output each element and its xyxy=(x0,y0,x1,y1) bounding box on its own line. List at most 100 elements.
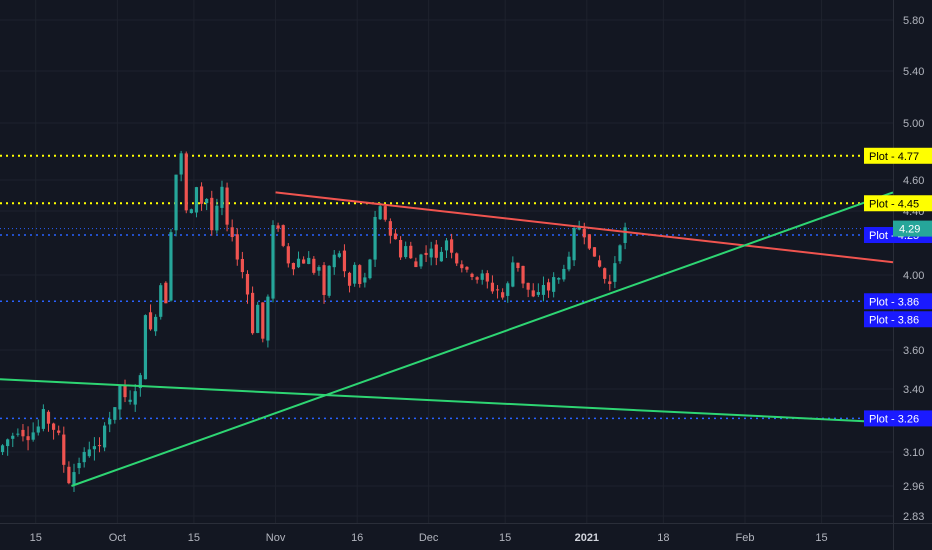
candle-up xyxy=(317,265,321,276)
candle-up xyxy=(138,372,142,397)
candle-down xyxy=(603,267,607,284)
candle-down xyxy=(235,228,239,266)
x-tick-label: Oct xyxy=(109,532,126,544)
candle-up xyxy=(103,422,107,452)
candle-down xyxy=(312,256,316,275)
candle-up xyxy=(194,186,199,218)
candle-down xyxy=(465,266,469,273)
candle-down xyxy=(97,437,102,453)
candle-up xyxy=(506,281,510,303)
plot-tag: Plot - 4.77 xyxy=(864,147,932,164)
candle-up xyxy=(419,253,423,269)
tag-label: Plot - 3.86 xyxy=(869,296,919,308)
candle-up xyxy=(31,422,35,442)
candle-down xyxy=(286,243,290,268)
y-tick-label: 5.40 xyxy=(903,66,924,78)
candle-up xyxy=(154,314,158,336)
candle-down xyxy=(388,218,392,244)
x-tick-label: Nov xyxy=(266,532,286,544)
candle-up xyxy=(536,283,540,298)
candle-down xyxy=(276,222,280,232)
trend-line-support xyxy=(71,191,894,487)
candle-down xyxy=(475,276,479,284)
candle-down xyxy=(302,256,306,264)
candle-up xyxy=(618,244,622,264)
tag-label: 4.29 xyxy=(899,224,920,236)
tag-label: Plot - 3.26 xyxy=(869,413,919,425)
y-tick-label: 2.83 xyxy=(903,511,924,523)
candle-up xyxy=(205,198,209,211)
candle-down xyxy=(546,278,551,298)
candle-down xyxy=(21,424,25,442)
x-tick-label: 2021 xyxy=(575,532,599,544)
x-tick-label: Feb xyxy=(736,532,755,544)
y-tick-label: 5.80 xyxy=(903,15,924,27)
tag-label: Plot - 4.77 xyxy=(869,151,919,163)
candle-down xyxy=(383,204,387,222)
horizontal-levels xyxy=(0,154,893,420)
candle-down xyxy=(398,236,403,260)
candle-up xyxy=(307,251,311,265)
trend-line-lower-support xyxy=(0,378,894,424)
candle-up xyxy=(215,198,219,234)
x-tick-label: 15 xyxy=(499,532,511,544)
candle-up xyxy=(332,250,336,275)
tag-label: Plot - 3.86 xyxy=(869,314,919,326)
candle-up xyxy=(36,419,40,436)
candle-down xyxy=(261,302,265,343)
candles xyxy=(0,150,627,492)
candle-up xyxy=(368,258,372,280)
candle-up xyxy=(613,256,617,289)
candle-up xyxy=(87,441,91,458)
candle-down xyxy=(470,272,474,281)
tag-bg xyxy=(864,195,932,212)
tag-bg xyxy=(893,220,932,237)
candle-up xyxy=(256,301,260,334)
candle-down xyxy=(516,262,520,272)
trend-lines xyxy=(0,191,894,487)
x-axis: 15 Oct 15 Nov 16 Dec 15 2021 18 Feb 15 xyxy=(30,532,828,544)
candle-down xyxy=(531,283,535,298)
candle-down xyxy=(409,241,413,259)
candle-down xyxy=(501,288,505,300)
candle-up xyxy=(169,228,173,302)
candle-down xyxy=(164,281,168,304)
candle-up xyxy=(179,150,183,182)
tag-bg xyxy=(864,293,932,310)
candle-up xyxy=(429,241,433,266)
x-tick-label: 15 xyxy=(815,532,827,544)
candle-down xyxy=(526,282,530,298)
candle-up xyxy=(118,384,122,420)
candle-up xyxy=(353,262,357,287)
candle-up xyxy=(271,220,275,303)
tag-label: Plot - 4.45 xyxy=(869,198,919,210)
y-axis: 5.805.405.004.604.404.003.603.403.102.96… xyxy=(903,15,924,523)
candle-down xyxy=(592,247,597,257)
candle-down xyxy=(521,265,525,289)
candle-down xyxy=(26,426,30,451)
candle-down xyxy=(184,151,188,214)
candle-down xyxy=(148,304,153,331)
candle-up xyxy=(72,463,76,492)
candle-down xyxy=(450,233,454,259)
candle-down xyxy=(490,275,495,294)
candle-up xyxy=(562,264,566,282)
candle-down xyxy=(347,271,352,293)
candle-up xyxy=(439,246,443,262)
y-tick-label: 2.96 xyxy=(903,481,924,493)
candle-down xyxy=(358,264,362,288)
candle-down xyxy=(230,219,234,242)
candle-up xyxy=(337,250,341,259)
candle-down xyxy=(46,410,51,432)
candle-down xyxy=(199,182,204,211)
candle-down xyxy=(210,190,214,236)
candle-down xyxy=(240,251,244,279)
candle-up xyxy=(133,384,137,412)
candle-down xyxy=(597,255,602,268)
plot-tag: Plot - 3.86 xyxy=(864,293,932,310)
candle-up xyxy=(557,277,561,284)
candle-up xyxy=(404,241,408,259)
candle-up xyxy=(327,265,331,298)
candle-up xyxy=(82,447,86,468)
